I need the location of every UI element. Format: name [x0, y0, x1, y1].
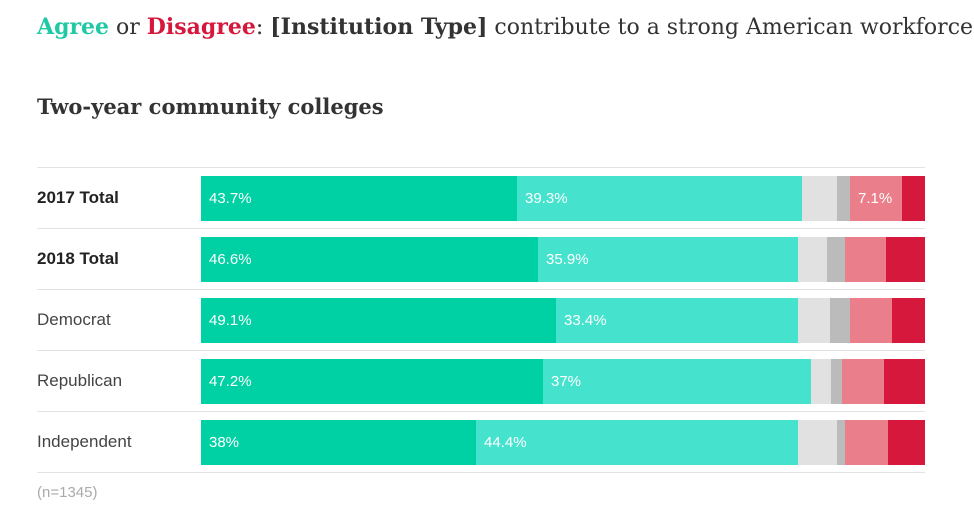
bar-segment: [798, 420, 837, 465]
bar-segment: 43.7%: [201, 176, 517, 221]
chart-row: Democrat 49.1% 33.4%: [37, 290, 925, 351]
bar-segment: 47.2%: [201, 359, 543, 404]
bar-segment: 46.6%: [201, 237, 538, 282]
chart-row: 2017 Total 43.7% 39.3% 7.1%: [37, 168, 925, 229]
headline-or: or: [109, 15, 147, 40]
bar-segment: [837, 420, 845, 465]
category-label: 2018 Total: [37, 249, 119, 268]
bar-segment: [902, 176, 925, 221]
bar-segment: [888, 420, 925, 465]
bar-segment: [845, 237, 886, 282]
bar-segment: [837, 176, 850, 221]
bar-segment: 44.4%: [476, 420, 798, 465]
disagree-label: Disagree: [146, 14, 256, 40]
bar-segment: [886, 237, 925, 282]
bar-segment: 38%: [201, 420, 476, 465]
bar-segment: [830, 298, 850, 343]
bar-segment: [798, 237, 827, 282]
category-label: Democrat: [37, 310, 111, 329]
bar-segment: 49.1%: [201, 298, 556, 343]
stacked-bar-chart: 2017 Total 43.7% 39.3% 7.1% 2018 Total 46.6% 3…: [37, 167, 925, 473]
category-label: Independent: [37, 432, 132, 451]
category-label: 2017 Total: [37, 188, 119, 207]
bar-segment: [884, 359, 925, 404]
institution-type-label: [Institution Type]: [270, 14, 488, 40]
stacked-bar: 38% 44.4%: [201, 420, 925, 465]
sample-size-note: (n=1345): [37, 484, 98, 501]
bar-segment: 33.4%: [556, 298, 798, 343]
agree-label: Agree: [37, 14, 110, 40]
headline-colon: :: [255, 15, 271, 40]
bar-segment: [798, 298, 830, 343]
bar-segment: 35.9%: [538, 237, 798, 282]
chart-title: Two-year community colleges: [37, 94, 384, 119]
bar-segment: [811, 359, 831, 404]
bar-segment: [845, 420, 888, 465]
bar-segment: 37%: [543, 359, 811, 404]
stacked-bar: 46.6% 35.9%: [201, 237, 925, 282]
chart-row: 2018 Total 46.6% 35.9%: [37, 229, 925, 290]
bar-segment: [850, 298, 892, 343]
bar-segment: [802, 176, 837, 221]
chart-row: Republican 47.2% 37%: [37, 351, 925, 412]
bar-segment: [831, 359, 842, 404]
stacked-bar: 47.2% 37%: [201, 359, 925, 404]
stacked-bar: 49.1% 33.4%: [201, 298, 925, 343]
chart-top-rule: [37, 167, 925, 168]
question-headline: Agree or Disagree: [Institution Type] co…: [37, 14, 974, 40]
category-label: Republican: [37, 371, 123, 390]
bar-segment: 39.3%: [517, 176, 802, 221]
bar-segment: [842, 359, 884, 404]
headline-rest: contribute to a strong American workforc…: [487, 15, 974, 40]
bar-segment: 7.1%: [850, 176, 902, 221]
stacked-bar: 43.7% 39.3% 7.1%: [201, 176, 925, 221]
bar-segment: [892, 298, 925, 343]
bar-segment: [827, 237, 845, 282]
chart-row: Independent 38% 44.4%: [37, 412, 925, 473]
